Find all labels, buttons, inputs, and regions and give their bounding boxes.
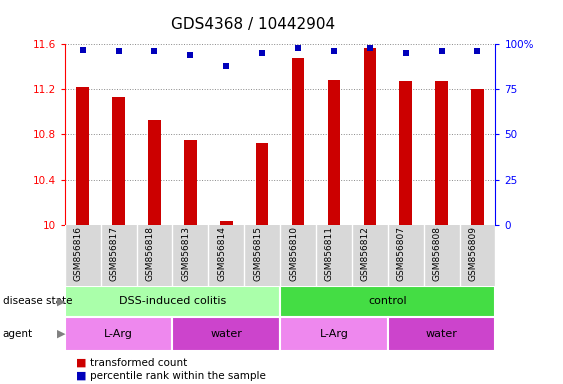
Text: water: water bbox=[211, 329, 242, 339]
Text: agent: agent bbox=[3, 329, 33, 339]
Text: GSM856816: GSM856816 bbox=[74, 226, 83, 281]
Bar bbox=[364, 48, 376, 225]
Bar bbox=[220, 221, 233, 225]
Bar bbox=[256, 143, 269, 225]
Bar bbox=[77, 87, 89, 225]
Bar bbox=[280, 317, 388, 351]
Text: GSM856818: GSM856818 bbox=[145, 226, 154, 281]
Bar bbox=[471, 89, 484, 225]
Text: L-Arg: L-Arg bbox=[319, 329, 348, 339]
Bar bbox=[280, 286, 495, 317]
Bar bbox=[65, 317, 172, 351]
Text: GSM856809: GSM856809 bbox=[468, 226, 477, 281]
Text: GSM856811: GSM856811 bbox=[325, 226, 334, 281]
Text: GSM856808: GSM856808 bbox=[432, 226, 441, 281]
Text: water: water bbox=[426, 329, 458, 339]
Text: L-Arg: L-Arg bbox=[104, 329, 133, 339]
Text: GSM856807: GSM856807 bbox=[397, 226, 406, 281]
Bar bbox=[292, 58, 305, 225]
Bar bbox=[65, 286, 280, 317]
Text: ▶: ▶ bbox=[56, 329, 65, 339]
Text: ■: ■ bbox=[76, 371, 87, 381]
Bar bbox=[399, 81, 412, 225]
Text: GSM856815: GSM856815 bbox=[253, 226, 262, 281]
Text: transformed count: transformed count bbox=[90, 358, 187, 368]
Bar bbox=[435, 81, 448, 225]
Text: percentile rank within the sample: percentile rank within the sample bbox=[90, 371, 266, 381]
Text: GSM856810: GSM856810 bbox=[289, 226, 298, 281]
Text: GSM856812: GSM856812 bbox=[361, 226, 370, 281]
Bar bbox=[328, 80, 340, 225]
Text: ■: ■ bbox=[76, 358, 87, 368]
Text: GSM856813: GSM856813 bbox=[181, 226, 190, 281]
Text: GDS4368 / 10442904: GDS4368 / 10442904 bbox=[171, 17, 336, 32]
Bar bbox=[184, 140, 196, 225]
Bar bbox=[172, 317, 280, 351]
Bar bbox=[112, 97, 125, 225]
Bar bbox=[388, 317, 495, 351]
Text: disease state: disease state bbox=[3, 296, 72, 306]
Text: control: control bbox=[368, 296, 407, 306]
Text: DSS-induced colitis: DSS-induced colitis bbox=[119, 296, 226, 306]
Text: GSM856814: GSM856814 bbox=[217, 226, 226, 281]
Bar bbox=[148, 120, 161, 225]
Text: ▶: ▶ bbox=[56, 296, 65, 306]
Text: GSM856817: GSM856817 bbox=[110, 226, 119, 281]
